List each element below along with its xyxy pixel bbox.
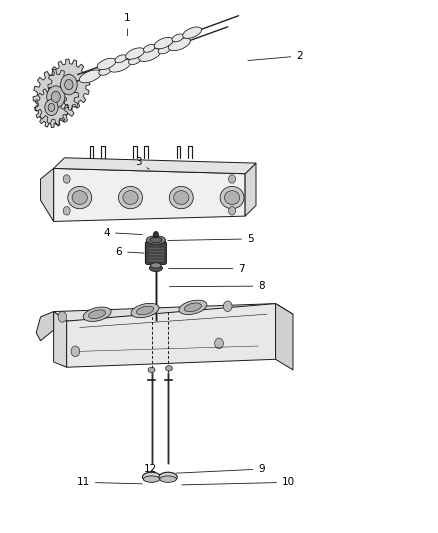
Ellipse shape — [151, 263, 161, 268]
Polygon shape — [36, 312, 53, 341]
Polygon shape — [33, 69, 78, 124]
Text: 12: 12 — [144, 464, 157, 474]
Ellipse shape — [170, 187, 193, 209]
Ellipse shape — [148, 367, 155, 373]
Circle shape — [58, 312, 67, 322]
Text: 1: 1 — [124, 13, 131, 36]
Circle shape — [153, 231, 159, 238]
Ellipse shape — [128, 56, 141, 64]
Ellipse shape — [172, 34, 184, 42]
Ellipse shape — [79, 70, 101, 83]
Ellipse shape — [109, 59, 131, 72]
Circle shape — [229, 207, 236, 215]
Ellipse shape — [158, 45, 171, 54]
Ellipse shape — [131, 303, 159, 318]
Polygon shape — [53, 158, 256, 174]
Circle shape — [47, 86, 65, 108]
Circle shape — [51, 91, 60, 102]
Ellipse shape — [146, 236, 166, 244]
Text: 5: 5 — [168, 234, 254, 244]
Polygon shape — [35, 87, 68, 127]
Circle shape — [223, 301, 232, 312]
Text: 8: 8 — [170, 281, 265, 291]
Circle shape — [63, 175, 70, 183]
Text: 2: 2 — [248, 51, 303, 61]
Ellipse shape — [169, 38, 190, 51]
Ellipse shape — [179, 300, 207, 314]
Ellipse shape — [136, 306, 154, 315]
Ellipse shape — [68, 187, 92, 209]
Polygon shape — [245, 163, 256, 216]
Ellipse shape — [97, 58, 116, 70]
Ellipse shape — [166, 366, 173, 371]
Ellipse shape — [143, 44, 155, 52]
Ellipse shape — [160, 476, 177, 482]
Ellipse shape — [139, 49, 161, 61]
Ellipse shape — [220, 187, 244, 209]
Ellipse shape — [159, 472, 177, 482]
Text: 7: 7 — [169, 264, 245, 273]
Circle shape — [229, 175, 236, 183]
Text: 4: 4 — [103, 228, 142, 238]
Ellipse shape — [115, 55, 127, 63]
Circle shape — [48, 103, 55, 111]
Ellipse shape — [142, 472, 161, 482]
Ellipse shape — [150, 237, 162, 243]
Ellipse shape — [126, 48, 145, 59]
Text: 3: 3 — [135, 157, 149, 169]
Circle shape — [45, 99, 58, 116]
Ellipse shape — [99, 67, 111, 75]
Circle shape — [60, 75, 77, 95]
Polygon shape — [48, 59, 90, 110]
Polygon shape — [53, 312, 67, 367]
Ellipse shape — [88, 310, 106, 319]
Ellipse shape — [72, 191, 87, 205]
Ellipse shape — [143, 476, 160, 482]
Text: 11: 11 — [77, 477, 142, 487]
Ellipse shape — [173, 191, 189, 205]
Ellipse shape — [149, 265, 162, 271]
Text: 6: 6 — [116, 247, 144, 257]
Ellipse shape — [119, 187, 142, 209]
Circle shape — [71, 346, 80, 357]
Ellipse shape — [224, 191, 240, 205]
Ellipse shape — [154, 37, 173, 49]
Circle shape — [215, 338, 223, 349]
Polygon shape — [67, 304, 276, 367]
Ellipse shape — [123, 191, 138, 205]
Text: 9: 9 — [176, 464, 265, 474]
Ellipse shape — [184, 303, 201, 312]
Polygon shape — [41, 168, 53, 221]
Text: 10: 10 — [182, 477, 295, 487]
Polygon shape — [276, 304, 293, 370]
Circle shape — [65, 79, 73, 90]
Ellipse shape — [83, 307, 111, 321]
Polygon shape — [53, 304, 293, 321]
Ellipse shape — [183, 27, 201, 38]
FancyBboxPatch shape — [145, 241, 166, 264]
Polygon shape — [53, 168, 245, 221]
Circle shape — [63, 207, 70, 215]
